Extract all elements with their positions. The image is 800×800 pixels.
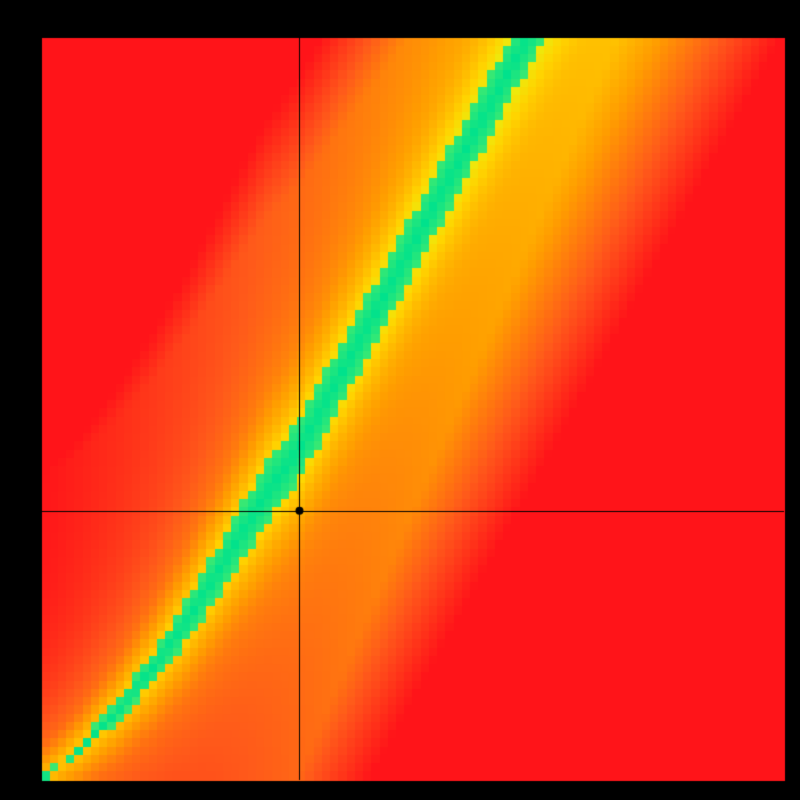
chart-container: TheBottlenecker.com xyxy=(0,0,800,800)
heatmap-plot xyxy=(0,0,800,800)
